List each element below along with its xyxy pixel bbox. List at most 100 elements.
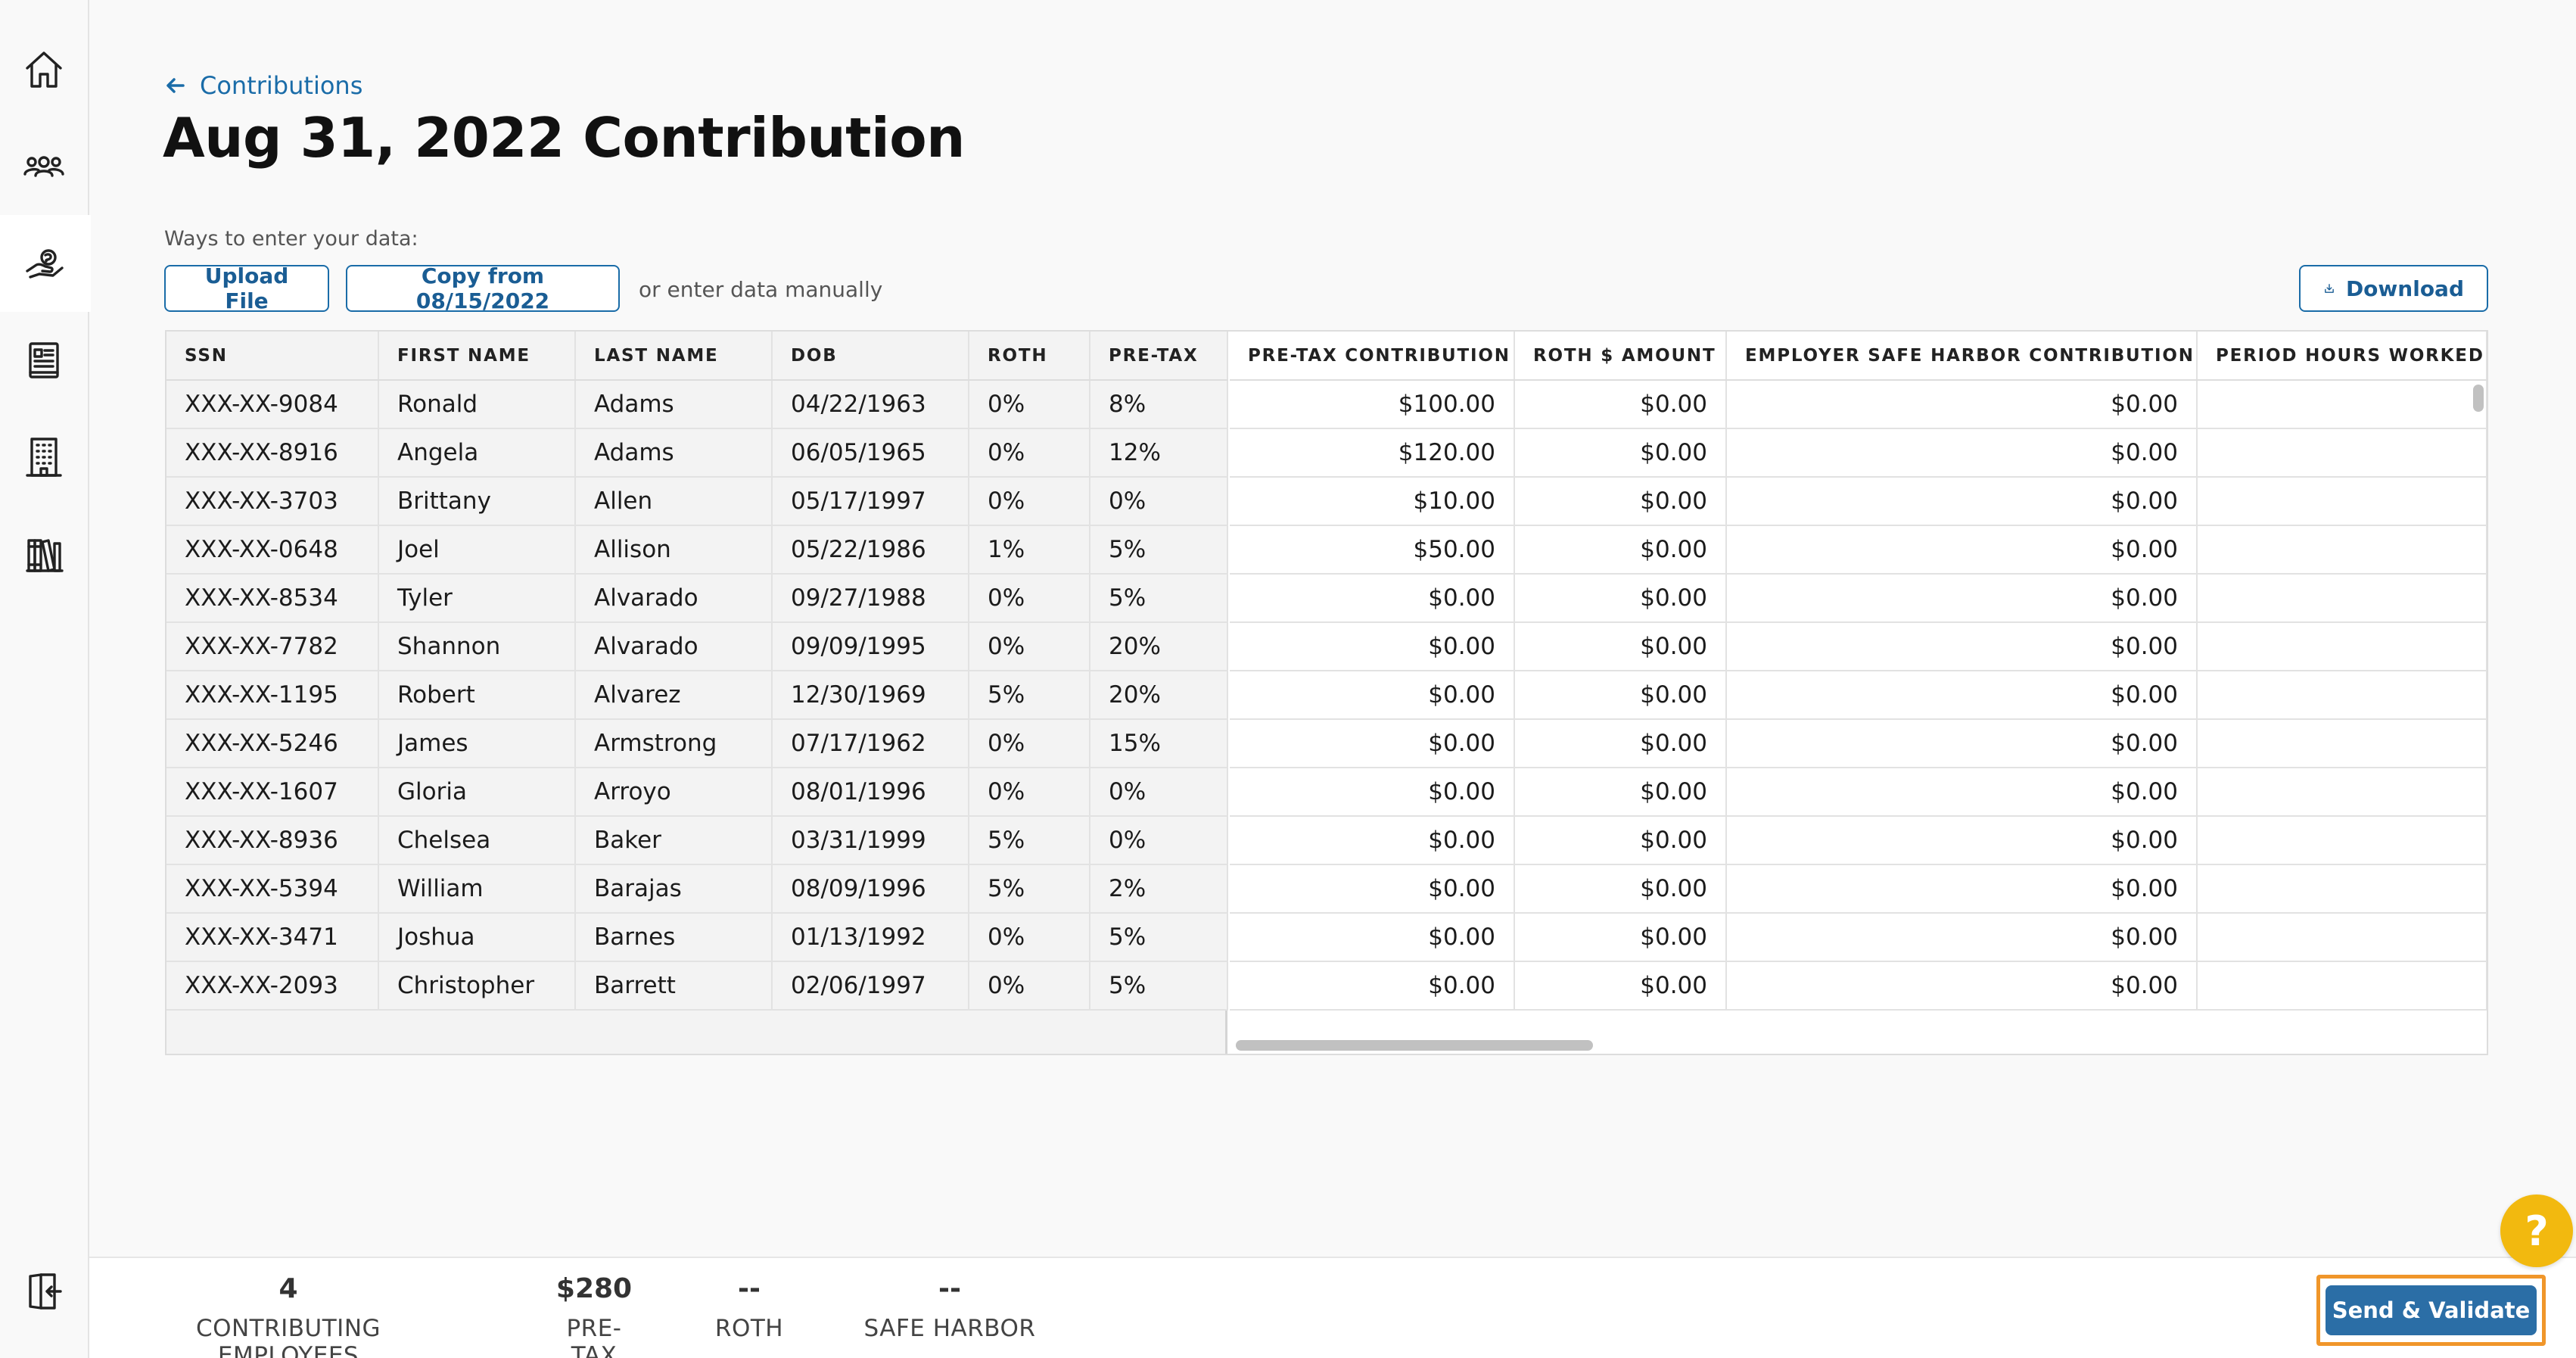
table-row[interactable]: XXX-XX-8916 Angela Adams 06/05/1965 0% 12% [166, 428, 1228, 478]
table-row[interactable]: $0.00 $0.00 $0.00 [1230, 816, 2487, 865]
table-cell[interactable]: 0% [969, 428, 1090, 478]
table-cell[interactable]: $0.00 [1230, 622, 1515, 671]
table-cell[interactable]: $0.00 [1514, 864, 1727, 914]
table-cell[interactable]: $0.00 [1230, 768, 1515, 817]
table-cell[interactable]: 08/09/1996 [772, 864, 969, 914]
table-cell[interactable]: 04/22/1963 [772, 380, 969, 429]
table-cell[interactable]: Barnes [575, 913, 773, 962]
table-cell[interactable]: 0% [969, 622, 1090, 671]
sidebar-item-people[interactable] [0, 118, 88, 215]
column-header-dob[interactable]: DOB [772, 332, 969, 381]
table-cell[interactable]: $0.00 [1514, 622, 1727, 671]
column-header-last-name[interactable]: LAST NAME [575, 332, 773, 381]
table-cell[interactable]: Allison [575, 525, 773, 575]
table-cell[interactable]: $120.00 [1230, 428, 1515, 478]
table-cell[interactable]: Alvarez [575, 671, 773, 720]
table-cell[interactable]: Arroyo [575, 768, 773, 817]
table-cell[interactable]: 06/05/1965 [772, 428, 969, 478]
table-cell[interactable]: Adams [575, 428, 773, 478]
column-header-ssn[interactable]: SSN [166, 332, 379, 381]
table-cell[interactable] [2197, 477, 2487, 526]
table-cell[interactable]: 0% [969, 719, 1090, 768]
table-row[interactable]: XXX-XX-2093 Christopher Barrett 02/06/1997 0… [166, 961, 1228, 1011]
table-cell[interactable]: $0.00 [1514, 477, 1727, 526]
table-cell[interactable]: $0.00 [1514, 428, 1727, 478]
table-cell[interactable]: $0.00 [1230, 864, 1515, 914]
table-row[interactable]: XXX-XX-5246 James Armstrong 07/17/1962 0% 15% [166, 719, 1228, 768]
table-cell[interactable]: Joshua [378, 913, 576, 962]
upload-file-button[interactable]: Upload File [164, 263, 329, 313]
table-row[interactable]: XXX-XX-8534 Tyler Alvarado 09/27/1988 0% 5% [166, 574, 1228, 623]
table-cell[interactable]: 08/01/1996 [772, 768, 969, 817]
table-cell[interactable]: $100.00 [1230, 380, 1515, 429]
table-cell[interactable]: $0.00 [1726, 864, 2198, 914]
table-cell[interactable]: $0.00 [1726, 622, 2198, 671]
table-cell[interactable]: Adams [575, 380, 773, 429]
table-cell[interactable]: $0.00 [1230, 913, 1515, 962]
table-cell[interactable]: Barajas [575, 864, 773, 914]
table-cell[interactable]: $0.00 [1514, 671, 1727, 720]
table-cell[interactable]: 01/13/1992 [772, 913, 969, 962]
table-row[interactable]: $0.00 $0.00 $0.00 [1230, 768, 2487, 817]
table-cell[interactable]: 2% [1090, 864, 1228, 914]
table-row[interactable]: XXX-XX-5394 William Barajas 08/09/1996 5% 2% [166, 864, 1228, 914]
table-cell[interactable]: 5% [969, 864, 1090, 914]
table-cell[interactable]: $0.00 [1726, 816, 2198, 865]
table-cell[interactable]: $0.00 [1514, 380, 1727, 429]
table-cell[interactable]: $0.00 [1726, 671, 2198, 720]
table-cell[interactable]: 12% [1090, 428, 1228, 478]
copy-from-previous-button[interactable]: Copy from 08/15/2022 [346, 263, 620, 313]
table-cell[interactable]: $0.00 [1726, 574, 2198, 623]
table-cell[interactable]: $0.00 [1726, 380, 2198, 429]
table-cell[interactable]: XXX-XX-8534 [166, 574, 379, 623]
horizontal-scrollbar-thumb[interactable] [1236, 1040, 1593, 1051]
table-cell[interactable]: Ronald [378, 380, 576, 429]
column-header-roth-amount[interactable]: ROTH $ AMOUNT [1514, 332, 1727, 381]
table-cell[interactable] [2197, 961, 2487, 1011]
table-cell[interactable]: James [378, 719, 576, 768]
table-row[interactable]: $100.00 $0.00 $0.00 [1230, 380, 2487, 429]
table-cell[interactable]: $0.00 [1726, 961, 2198, 1011]
table-cell[interactable]: XXX-XX-8936 [166, 816, 379, 865]
table-cell[interactable]: Angela [378, 428, 576, 478]
table-cell[interactable]: XXX-XX-9084 [166, 380, 379, 429]
table-cell[interactable]: Armstrong [575, 719, 773, 768]
table-cell[interactable]: $0.00 [1726, 477, 2198, 526]
table-cell[interactable] [2197, 428, 2487, 478]
table-row[interactable]: XXX-XX-0648 Joel Allison 05/22/1986 1% 5% [166, 525, 1228, 575]
table-cell[interactable]: XXX-XX-8916 [166, 428, 379, 478]
table-cell[interactable]: XXX-XX-7782 [166, 622, 379, 671]
table-cell[interactable]: 1% [969, 525, 1090, 575]
table-cell[interactable]: 5% [1090, 913, 1228, 962]
table-cell[interactable]: 0% [1090, 477, 1228, 526]
table-cell[interactable]: XXX-XX-5394 [166, 864, 379, 914]
table-cell[interactable]: 5% [969, 671, 1090, 720]
sidebar-item-home[interactable] [0, 21, 88, 118]
table-cell[interactable]: Joel [378, 525, 576, 575]
back-link-contributions[interactable]: Contributions [165, 71, 362, 100]
table-cell[interactable] [2197, 719, 2487, 768]
table-row[interactable]: XXX-XX-1195 Robert Alvarez 12/30/1969 5% 20% [166, 671, 1228, 720]
sidebar-item-library[interactable] [0, 506, 88, 603]
table-cell[interactable]: XXX-XX-3703 [166, 477, 379, 526]
table-cell[interactable] [2197, 525, 2487, 575]
table-row[interactable]: XXX-XX-3471 Joshua Barnes 01/13/1992 0% 5% [166, 913, 1228, 962]
table-cell[interactable]: XXX-XX-2093 [166, 961, 379, 1011]
table-cell[interactable] [2197, 816, 2487, 865]
table-cell[interactable]: $0.00 [1726, 525, 2198, 575]
table-cell[interactable]: 5% [1090, 525, 1228, 575]
table-cell[interactable]: 8% [1090, 380, 1228, 429]
table-cell[interactable]: $0.00 [1726, 768, 2198, 817]
table-row[interactable]: $0.00 $0.00 $0.00 [1230, 574, 2487, 623]
table-cell[interactable]: XXX-XX-1607 [166, 768, 379, 817]
table-cell[interactable]: 15% [1090, 719, 1228, 768]
table-row[interactable]: $0.00 $0.00 $0.00 [1230, 961, 2487, 1011]
table-cell[interactable]: XXX-XX-5246 [166, 719, 379, 768]
table-cell[interactable]: 0% [1090, 768, 1228, 817]
table-cell[interactable]: 09/27/1988 [772, 574, 969, 623]
column-header-first-name[interactable]: FIRST NAME [378, 332, 576, 381]
table-cell[interactable]: Shannon [378, 622, 576, 671]
table-row[interactable]: XXX-XX-7782 Shannon Alvarado 09/09/1995 0% 20… [166, 622, 1228, 671]
table-cell[interactable]: $10.00 [1230, 477, 1515, 526]
table-cell[interactable]: $0.00 [1514, 525, 1727, 575]
